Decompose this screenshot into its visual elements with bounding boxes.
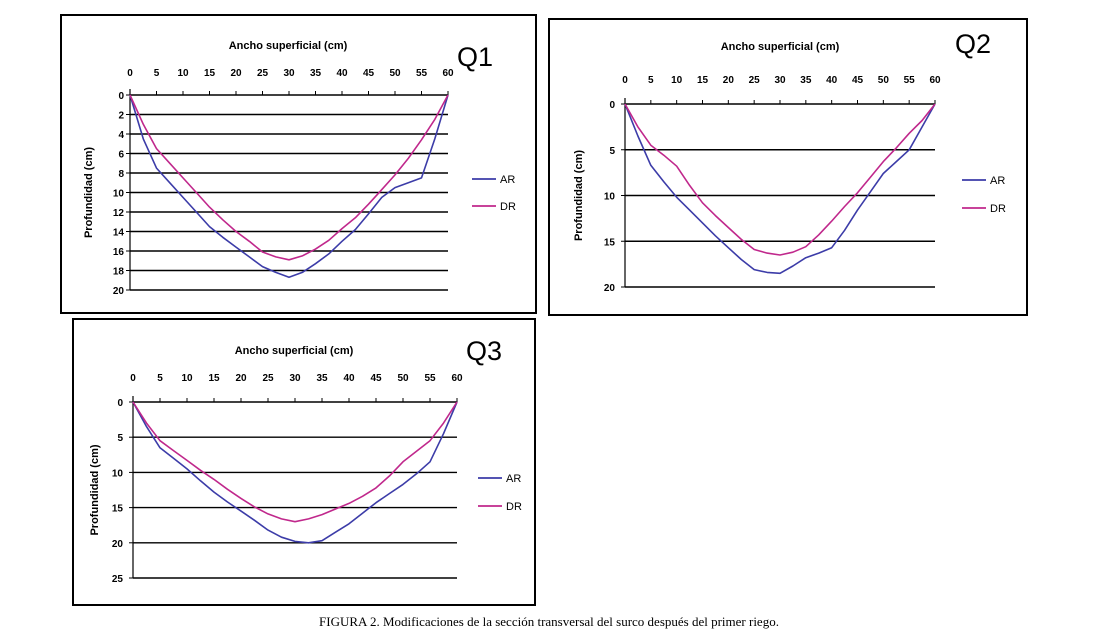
q2-legend-label-dr: DR — [990, 203, 1006, 215]
q1-x-tick-label: 40 — [336, 68, 348, 79]
chart-panel-q2: 0 5 10 15 20 25 30 35 40 45 50 55 60 0 5 10 15 20 Ancho su… — [548, 18, 1028, 316]
q1-y-tick-label: 16 — [113, 247, 125, 258]
q3-x-tick-label: 60 — [451, 373, 463, 384]
q2-y-tick-label: 20 — [604, 283, 616, 294]
q1-y-tick-label: 8 — [118, 169, 124, 180]
q3-x-tick-label: 45 — [370, 373, 382, 384]
q3-y-tick-label: 5 — [117, 433, 123, 444]
q1-y-tick-label: 0 — [118, 91, 124, 102]
q1-legend-label-ar: AR — [500, 174, 515, 186]
q3-y-axis-title: Profundidad (cm) — [89, 444, 101, 535]
q2-x-tick-label: 0 — [622, 75, 628, 86]
q3-y-tick-label: 10 — [112, 468, 124, 479]
chart-q1: 0 5 10 15 20 25 30 35 40 45 50 55 60 0 2 4 6 8 10 12 14 16 18 2… — [83, 40, 516, 297]
q2-x-tick-label: 50 — [878, 75, 890, 86]
q1-y-tick-label: 14 — [113, 228, 125, 239]
q2-y-tick-label: 5 — [609, 146, 615, 157]
chart-panel-q1: 0 5 10 15 20 25 30 35 40 45 50 55 60 0 2 4 6 8 10 12 14 16 18 2… — [60, 14, 537, 314]
q1-y-tick-label: 2 — [118, 111, 124, 122]
figure-caption: FIGURA 2. Modificaciones de la sección t… — [319, 614, 779, 629]
q3-legend-label-dr: DR — [506, 501, 522, 513]
q1-y-tick-label: 4 — [118, 130, 124, 141]
q2-x-tick-label: 40 — [826, 75, 838, 86]
q1-x-tick-label: 50 — [389, 68, 401, 79]
q2-x-tick-label: 35 — [800, 75, 812, 86]
q2-x-tick-label: 20 — [723, 75, 735, 86]
q2-x-tick-label: 10 — [671, 75, 683, 86]
q2-x-tick-label: 60 — [929, 75, 941, 86]
q3-y-tick-label: 20 — [112, 539, 124, 550]
q2-series-ar — [624, 103, 936, 275]
q3-x-tick-label: 25 — [262, 373, 274, 384]
q1-x-tick-label: 5 — [154, 68, 160, 79]
q2-x-tick-label: 15 — [697, 75, 709, 86]
q2-x-axis-title: Ancho superficial (cm) — [721, 41, 840, 53]
q3-y-tick-label: 0 — [117, 398, 123, 409]
q1-x-tick-label: 45 — [363, 68, 375, 79]
q3-x-tick-label: 30 — [289, 373, 301, 384]
q1-x-tick-label: 35 — [310, 68, 322, 79]
q3-x-tick-label: 50 — [397, 373, 409, 384]
chart-panel-q3: 0 5 10 15 20 25 30 35 40 45 50 55 60 0 5 10 15 20 25 Ancho … — [72, 318, 536, 606]
q1-x-axis-title: Ancho superficial (cm) — [229, 40, 348, 52]
q1-x-tick-label: 15 — [204, 68, 216, 79]
q2-x-tick-label: 45 — [852, 75, 864, 86]
q2-y-tick-label: 15 — [604, 237, 616, 248]
q3-x-tick-label: 0 — [130, 373, 136, 384]
q2-y-tick-label: 0 — [609, 100, 615, 111]
q3-x-tick-label: 5 — [157, 373, 163, 384]
q3-x-tick-label: 35 — [316, 373, 328, 384]
q2-x-tick-label: 25 — [749, 75, 761, 86]
q1-y-axis-title: Profundidad (cm) — [83, 147, 95, 238]
q2-y-axis-title: Profundidad (cm) — [573, 150, 585, 241]
q3-y-tick-label: 15 — [112, 504, 124, 515]
q1-x-tick-label: 60 — [442, 68, 454, 79]
q2-x-tick-label: 55 — [904, 75, 916, 86]
q3-x-tick-label: 10 — [181, 373, 193, 384]
q1-x-tick-label: 30 — [283, 68, 295, 79]
q1-series-ar — [129, 94, 449, 279]
q2-legend-label-ar: AR — [990, 175, 1005, 187]
q1-x-tick-label: 0 — [127, 68, 133, 79]
q2-y-tick-label: 10 — [604, 192, 616, 203]
q1-series-dr — [129, 94, 449, 261]
q3-x-tick-label: 20 — [235, 373, 247, 384]
q1-y-tick-label: 20 — [113, 286, 125, 297]
q2-chart-title: Q2 — [955, 29, 991, 59]
q3-series-dr — [132, 401, 458, 523]
q1-y-tick-label: 10 — [113, 189, 125, 200]
q3-x-tick-label: 15 — [208, 373, 220, 384]
q1-y-tick-label: 12 — [113, 208, 125, 219]
q1-x-tick-label: 20 — [230, 68, 242, 79]
q3-x-tick-label: 55 — [424, 373, 436, 384]
q3-x-tick-label: 40 — [343, 373, 355, 384]
chart-q3: 0 5 10 15 20 25 30 35 40 45 50 55 60 0 5 10 15 20 25 Ancho … — [89, 336, 522, 585]
q3-series-ar — [132, 401, 458, 544]
q1-x-tick-label: 10 — [177, 68, 189, 79]
q3-y-tick-label: 25 — [112, 574, 124, 585]
chart-q2: 0 5 10 15 20 25 30 35 40 45 50 55 60 0 5 10 15 20 Ancho su… — [573, 29, 1006, 294]
q1-chart-title: Q1 — [457, 42, 493, 72]
q2-series-dr — [624, 103, 936, 256]
q1-y-tick-label: 6 — [118, 150, 124, 161]
q3-legend-label-ar: AR — [506, 473, 521, 485]
q3-x-axis-title: Ancho superficial (cm) — [235, 345, 354, 357]
q1-x-tick-label: 55 — [416, 68, 428, 79]
q1-x-tick-label: 25 — [257, 68, 269, 79]
q1-y-tick-label: 18 — [113, 267, 125, 278]
q2-x-tick-label: 30 — [774, 75, 786, 86]
q3-chart-title: Q3 — [466, 336, 502, 366]
q1-legend-label-dr: DR — [500, 201, 516, 213]
q2-x-tick-label: 5 — [648, 75, 654, 86]
